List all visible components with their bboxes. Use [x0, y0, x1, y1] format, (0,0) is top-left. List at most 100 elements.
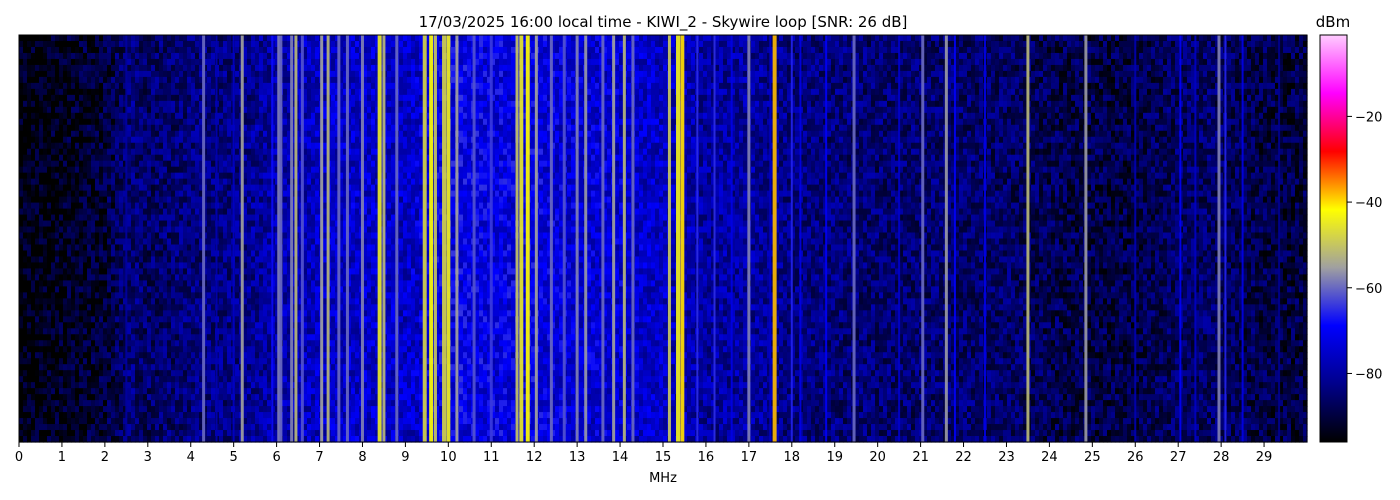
heatmap-cell [107, 221, 112, 228]
heatmap-cell [103, 125, 108, 132]
heatmap-cell [95, 155, 100, 162]
heatmap-cell [175, 53, 180, 60]
heatmap-cell [219, 316, 224, 323]
heatmap-cell [143, 53, 148, 60]
heatmap-cell [95, 388, 100, 395]
heatmap-cell [147, 167, 152, 174]
heatmap-cell [283, 376, 288, 383]
heatmap-cell [155, 65, 160, 72]
heatmap-cell [75, 185, 80, 192]
heatmap-cell [207, 418, 212, 425]
heatmap-cell [211, 155, 216, 162]
heatmap-cell [107, 262, 112, 269]
heatmap-cell [131, 65, 136, 72]
heatmap-cell [307, 400, 312, 407]
heatmap-cell [191, 298, 196, 305]
heatmap-cell [251, 143, 256, 150]
heatmap-cell [111, 310, 116, 317]
heatmap-cell [83, 418, 88, 425]
heatmap-cell [119, 95, 124, 102]
heatmap-cell [143, 59, 148, 66]
heatmap-cell [143, 227, 148, 234]
heatmap-cell [67, 179, 72, 186]
heatmap-cell [127, 143, 132, 150]
heatmap-cell [47, 286, 52, 293]
heatmap-cell [219, 340, 224, 347]
heatmap-cell [159, 274, 164, 281]
heatmap-cell [191, 233, 196, 240]
heatmap-cell [67, 131, 72, 138]
heatmap-cell [99, 370, 104, 377]
heatmap-cell [159, 430, 164, 437]
heatmap-cell [67, 304, 72, 311]
heatmap-cell [131, 53, 136, 60]
heatmap-cell [35, 227, 40, 234]
heatmap-cell [195, 65, 200, 72]
heatmap-cell [263, 59, 268, 66]
heatmap-cell [99, 209, 104, 216]
heatmap-cell [115, 346, 120, 353]
heatmap-cell [63, 59, 68, 66]
heatmap-cell [111, 149, 116, 156]
heatmap-cell [31, 41, 36, 48]
heatmap-cell [35, 286, 40, 293]
heatmap-cell [267, 334, 272, 341]
heatmap-cell [135, 298, 140, 305]
heatmap-cell [131, 328, 136, 335]
heatmap-cell [107, 59, 112, 66]
heatmap-cell [263, 382, 268, 389]
heatmap-cell [35, 131, 40, 138]
heatmap-cell [71, 424, 76, 431]
heatmap-cell [195, 59, 200, 66]
heatmap-cell [111, 137, 116, 144]
heatmap-cell [127, 47, 132, 54]
heatmap-cell [159, 65, 164, 72]
heatmap-cell [83, 221, 88, 228]
heatmap-cell [263, 376, 268, 383]
heatmap-cell [83, 340, 88, 347]
heatmap-cell [191, 197, 196, 204]
heatmap-cell [247, 406, 252, 413]
heatmap-cell [251, 364, 256, 371]
heatmap-cell [115, 209, 120, 216]
heatmap-cell [255, 310, 260, 317]
heatmap-cell [259, 256, 264, 263]
heatmap-cell [107, 388, 112, 395]
heatmap-cell [19, 262, 24, 269]
heatmap-cell [135, 191, 140, 198]
heatmap-cell [195, 328, 200, 335]
heatmap-cell [167, 328, 172, 335]
heatmap-cell [223, 35, 228, 42]
heatmap-cell [251, 298, 256, 305]
heatmap-cell [259, 227, 264, 234]
heatmap-cell [99, 35, 104, 42]
heatmap-cell [283, 256, 288, 263]
heatmap-cell [135, 274, 140, 281]
heatmap-cell [143, 250, 148, 257]
heatmap-cell [131, 250, 136, 257]
heatmap-cell [63, 394, 68, 401]
heatmap-cell [307, 382, 312, 389]
heatmap-cell [35, 191, 40, 198]
heatmap-cell [19, 292, 24, 299]
plot-area [19, 35, 1308, 443]
heatmap-cell [59, 239, 64, 246]
heatmap-cell [51, 209, 56, 216]
heatmap-cell [63, 125, 68, 132]
heatmap-cell [311, 71, 316, 78]
heatmap-cell [191, 221, 196, 228]
heatmap-cell [207, 47, 212, 54]
heatmap-cell [35, 388, 40, 395]
heatmap-cell [19, 364, 24, 371]
heatmap-cell [219, 131, 224, 138]
heatmap-cell [267, 292, 272, 299]
heatmap-cell [83, 388, 88, 395]
heatmap-cell [103, 430, 108, 437]
heatmap-cell [267, 268, 272, 275]
heatmap-cell [179, 107, 184, 114]
heatmap-cell [19, 89, 24, 96]
heatmap-cell [43, 328, 48, 335]
heatmap-cell [63, 71, 68, 78]
heatmap-cell [127, 244, 132, 251]
heatmap-cell [135, 328, 140, 335]
